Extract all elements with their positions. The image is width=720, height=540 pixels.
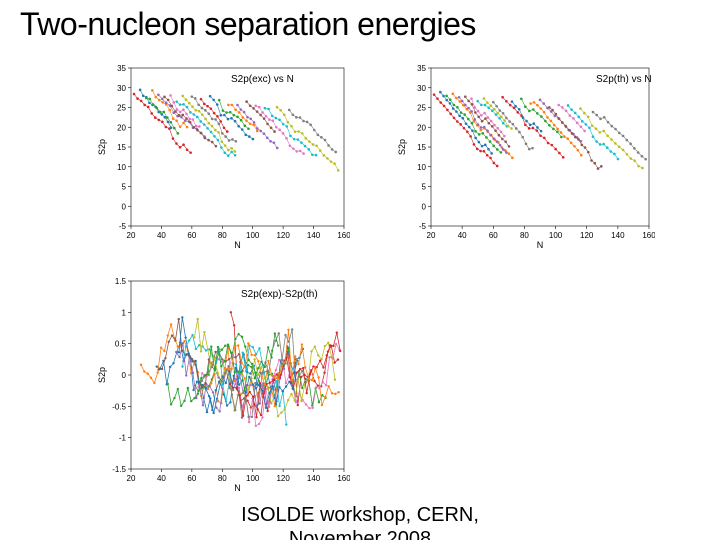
svg-text:20: 20 bbox=[427, 231, 436, 240]
svg-text:100: 100 bbox=[246, 231, 260, 240]
svg-text:160: 160 bbox=[337, 231, 350, 240]
svg-text:N: N bbox=[234, 483, 241, 493]
svg-text:25: 25 bbox=[117, 104, 126, 113]
footer-line-2: November 2008 bbox=[0, 528, 720, 540]
svg-text:S2p(th) vs N: S2p(th) vs N bbox=[596, 74, 652, 85]
svg-text:140: 140 bbox=[307, 231, 321, 240]
svg-text:-5: -5 bbox=[119, 222, 127, 231]
svg-text:40: 40 bbox=[157, 474, 166, 483]
svg-text:60: 60 bbox=[187, 474, 196, 483]
footer-line-1: ISOLDE workshop, CERN, bbox=[0, 504, 720, 527]
chart-top-left: 20 40 60 80 100 120 140 160 -5 0 5 10 15 20 25 30 35 N S2p… bbox=[95, 62, 350, 250]
svg-text:40: 40 bbox=[458, 231, 467, 240]
svg-text:160: 160 bbox=[337, 474, 350, 483]
svg-text:N: N bbox=[537, 240, 544, 250]
svg-text:120: 120 bbox=[276, 231, 290, 240]
svg-text:S2p(exc) vs N: S2p(exc) vs N bbox=[231, 74, 294, 85]
svg-text:120: 120 bbox=[580, 231, 594, 240]
svg-text:80: 80 bbox=[520, 231, 529, 240]
svg-text:30: 30 bbox=[417, 84, 426, 93]
svg-text:15: 15 bbox=[417, 143, 426, 152]
svg-text:120: 120 bbox=[276, 474, 290, 483]
svg-text:20: 20 bbox=[417, 123, 426, 132]
slide-root: Two-nucleon separation energies 20 40 60 80… bbox=[0, 0, 720, 540]
svg-text:0: 0 bbox=[122, 202, 127, 211]
svg-text:30: 30 bbox=[117, 84, 126, 93]
svg-text:35: 35 bbox=[417, 64, 426, 73]
svg-text:-0.5: -0.5 bbox=[112, 402, 126, 411]
svg-text:40: 40 bbox=[157, 231, 166, 240]
svg-text:0: 0 bbox=[422, 202, 427, 211]
svg-text:S2p: S2p bbox=[97, 367, 107, 383]
svg-text:15: 15 bbox=[117, 143, 126, 152]
svg-text:N: N bbox=[234, 240, 241, 250]
svg-text:100: 100 bbox=[549, 231, 563, 240]
svg-text:60: 60 bbox=[489, 231, 498, 240]
svg-text:60: 60 bbox=[187, 231, 196, 240]
chart-bottom-left: 20 40 60 80 100 120 140 160 -1.5 -1 -0.5 0 0.5 1 1.5 N S… bbox=[95, 275, 350, 493]
svg-text:-1: -1 bbox=[119, 434, 127, 443]
svg-text:10: 10 bbox=[117, 163, 126, 172]
svg-text:80: 80 bbox=[218, 474, 227, 483]
svg-text:1.5: 1.5 bbox=[115, 277, 127, 286]
svg-text:20: 20 bbox=[117, 123, 126, 132]
svg-text:S2p: S2p bbox=[97, 139, 107, 155]
svg-text:160: 160 bbox=[642, 231, 655, 240]
svg-text:80: 80 bbox=[218, 231, 227, 240]
svg-text:5: 5 bbox=[122, 183, 127, 192]
slide-title: Two-nucleon separation energies bbox=[20, 6, 700, 43]
svg-text:140: 140 bbox=[611, 231, 625, 240]
svg-text:25: 25 bbox=[417, 104, 426, 113]
svg-text:-5: -5 bbox=[419, 222, 427, 231]
svg-text:S2p: S2p bbox=[397, 139, 407, 155]
svg-text:35: 35 bbox=[117, 64, 126, 73]
svg-text:100: 100 bbox=[246, 474, 260, 483]
svg-text:-1.5: -1.5 bbox=[112, 465, 126, 474]
svg-text:0: 0 bbox=[122, 371, 127, 380]
svg-text:20: 20 bbox=[127, 474, 136, 483]
svg-text:0.5: 0.5 bbox=[115, 340, 127, 349]
svg-text:5: 5 bbox=[422, 183, 427, 192]
svg-text:140: 140 bbox=[307, 474, 321, 483]
svg-text:20: 20 bbox=[127, 231, 136, 240]
chart-top-right: 20 40 60 80 100 120 140 160 -5 0 5 10 15 20 25 30 35 N S2p… bbox=[395, 62, 655, 250]
svg-text:1: 1 bbox=[122, 308, 127, 317]
svg-text:S2p(exp)-S2p(th): S2p(exp)-S2p(th) bbox=[241, 289, 318, 300]
svg-text:10: 10 bbox=[417, 163, 426, 172]
